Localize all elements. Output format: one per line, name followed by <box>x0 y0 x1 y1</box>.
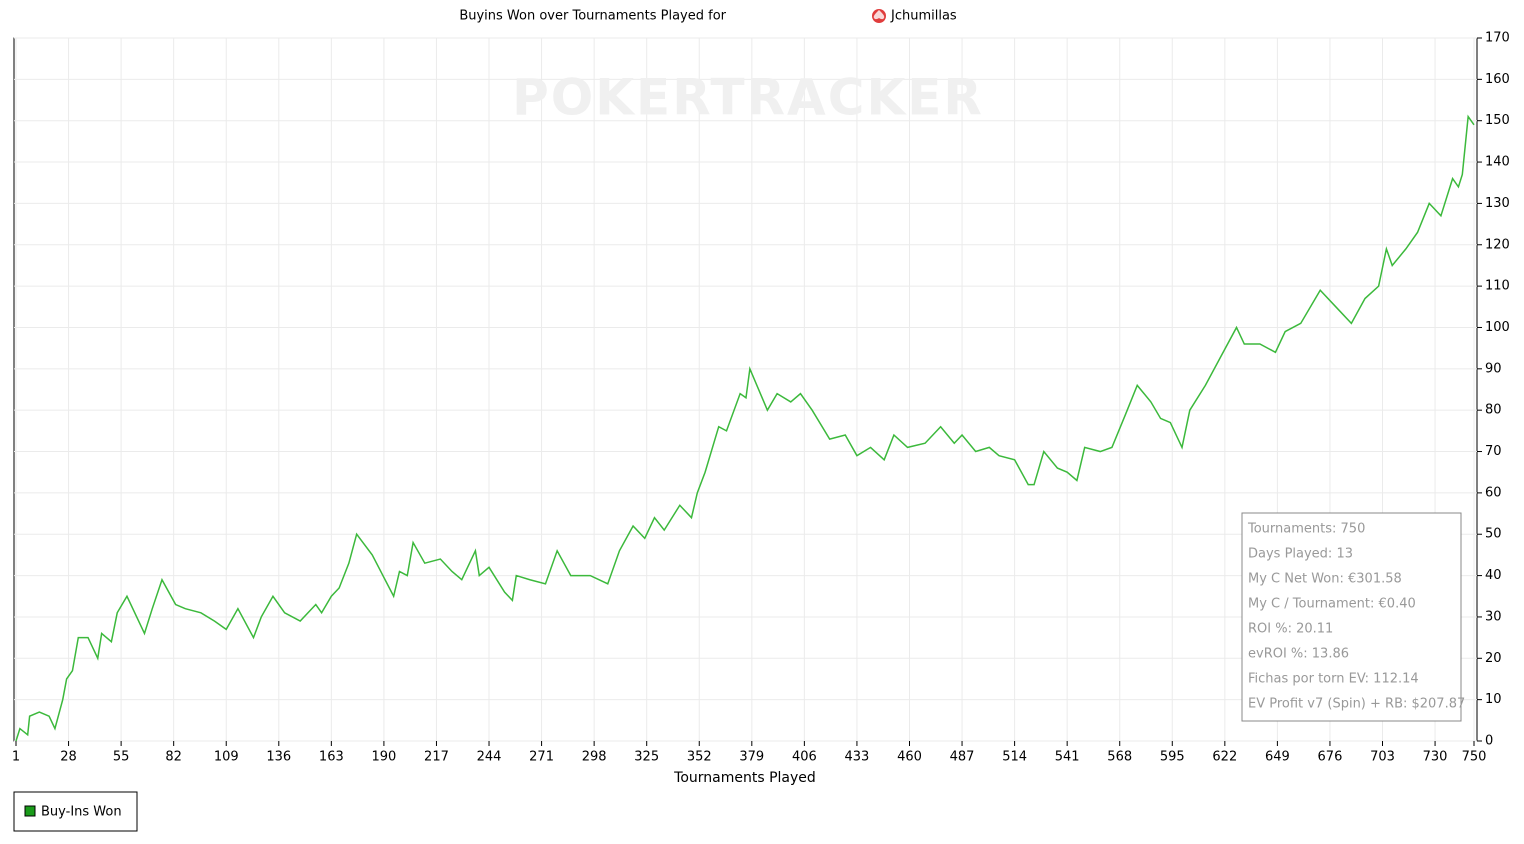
y-tick-label: 100 <box>1485 320 1510 335</box>
x-tick-label: 649 <box>1265 750 1290 765</box>
x-tick-label: 136 <box>266 750 291 765</box>
stats-line: My C Net Won: €301.58 <box>1248 572 1402 587</box>
x-tick-label: 703 <box>1370 750 1395 765</box>
y-tick-label: 80 <box>1485 403 1502 418</box>
y-tick-label: 140 <box>1485 155 1510 170</box>
x-axis-label: Tournaments Played <box>673 770 816 786</box>
player-icon <box>872 9 886 23</box>
legend-swatch <box>24 805 36 817</box>
y-tick-label: 30 <box>1485 609 1502 624</box>
x-tick-label: 1 <box>12 750 20 765</box>
x-tick-label: 352 <box>687 750 712 765</box>
y-tick-label: 50 <box>1485 527 1502 542</box>
x-tick-label: 217 <box>424 750 449 765</box>
x-tick-label: 379 <box>739 750 764 765</box>
y-tick-label: 0 <box>1485 734 1493 749</box>
y-tick-label: 10 <box>1485 692 1502 707</box>
stats-line: Days Played: 13 <box>1248 547 1353 562</box>
x-tick-label: 163 <box>319 750 344 765</box>
plot-area <box>13 37 1478 742</box>
x-tick-label: 568 <box>1107 750 1132 765</box>
x-tick-label: 271 <box>529 750 554 765</box>
x-tick-label: 109 <box>214 750 239 765</box>
watermark: POKERTRACKER <box>512 69 984 127</box>
x-tick-label: 244 <box>477 750 502 765</box>
stats-line: EV Profit v7 (Spin) + RB: $207.87 <box>1248 697 1465 712</box>
y-tick-label: 60 <box>1485 485 1502 500</box>
x-tick-label: 433 <box>845 750 870 765</box>
x-tick-label: 622 <box>1212 750 1237 765</box>
y-tick-label: 120 <box>1485 237 1510 252</box>
x-tick-label: 676 <box>1318 750 1343 765</box>
y-tick-label: 20 <box>1485 651 1502 666</box>
y-tick-label: 70 <box>1485 444 1502 459</box>
x-tick-label: 541 <box>1055 750 1080 765</box>
x-tick-label: 82 <box>165 750 182 765</box>
chart-title: Buyins Won over Tournaments Played for <box>459 9 726 24</box>
y-tick-label: 170 <box>1485 31 1510 46</box>
stats-line: Tournaments: 750 <box>1247 522 1365 537</box>
x-tick-label: 514 <box>1002 750 1027 765</box>
data-line <box>15 114 1475 742</box>
y-tick-label: 160 <box>1485 72 1510 87</box>
y-tick-label: 110 <box>1485 279 1510 294</box>
stats-line: My C / Tournament: €0.40 <box>1248 597 1416 612</box>
stats-line: Fichas por torn EV: 112.14 <box>1248 672 1419 687</box>
x-tick-label: 298 <box>582 750 607 765</box>
legend-label: Buy-Ins Won <box>41 805 122 820</box>
y-tick-label: 90 <box>1485 361 1502 376</box>
stats-box <box>1241 512 1462 722</box>
x-tick-label: 406 <box>792 750 817 765</box>
x-tick-label: 750 <box>1462 750 1487 765</box>
y-tick-label: 40 <box>1485 568 1502 583</box>
x-tick-label: 190 <box>371 750 396 765</box>
x-tick-label: 28 <box>60 750 77 765</box>
x-tick-label: 325 <box>634 750 659 765</box>
player-name: Jchumillas <box>890 9 957 24</box>
y-tick-label: 150 <box>1485 113 1510 128</box>
stats-line: evROI %: 13.86 <box>1248 647 1349 662</box>
stats-line: ROI %: 20.11 <box>1248 622 1333 637</box>
y-tick-label: 130 <box>1485 196 1510 211</box>
x-tick-label: 595 <box>1160 750 1185 765</box>
x-tick-label: 730 <box>1423 750 1448 765</box>
x-tick-label: 460 <box>897 750 922 765</box>
x-tick-label: 55 <box>113 750 130 765</box>
x-tick-label: 487 <box>950 750 975 765</box>
